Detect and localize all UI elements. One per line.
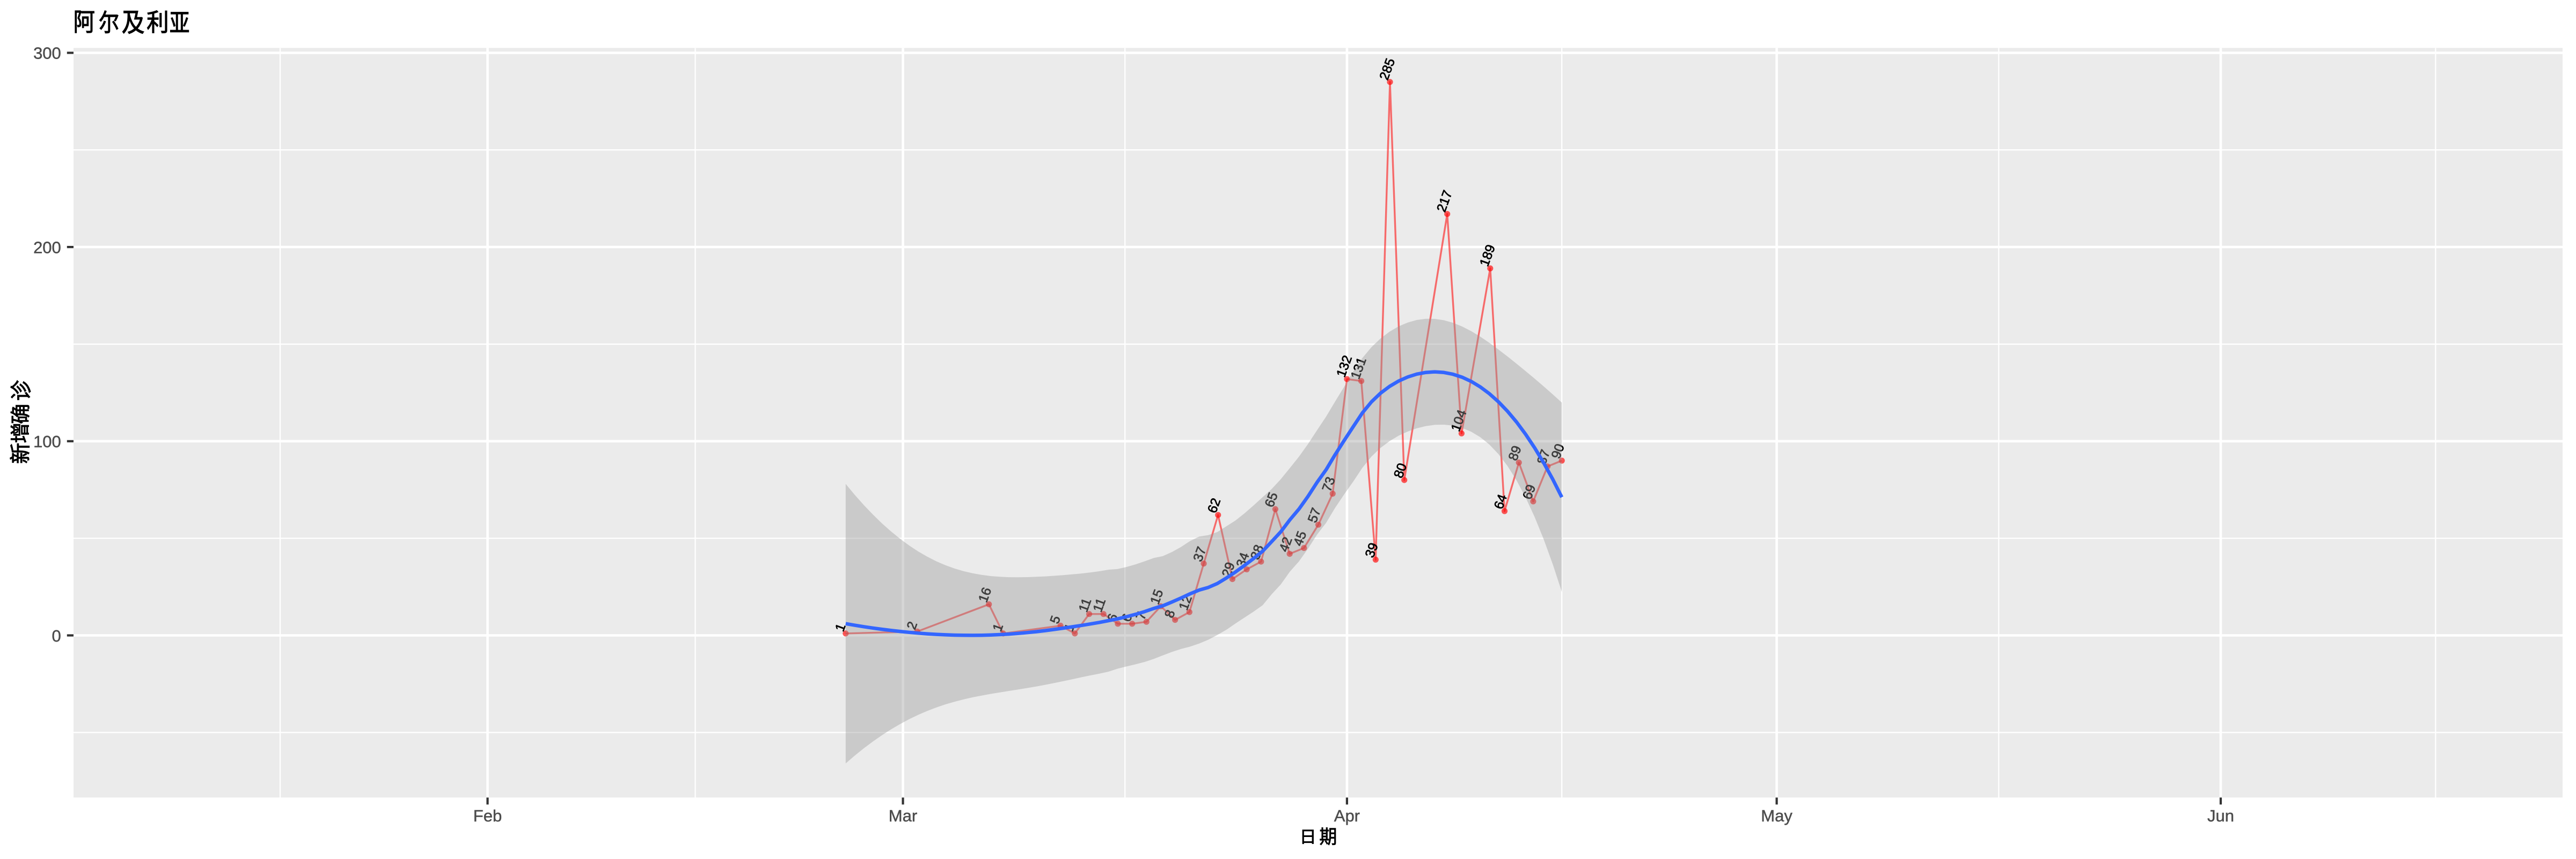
svg-text:200: 200 (33, 238, 61, 257)
svg-text:May: May (1761, 806, 1792, 825)
svg-text:100: 100 (33, 432, 61, 451)
svg-text:Jun: Jun (2207, 806, 2234, 825)
svg-text:0: 0 (52, 627, 61, 645)
svg-text:Mar: Mar (889, 806, 917, 825)
svg-text:Feb: Feb (473, 806, 502, 825)
svg-text:Apr: Apr (1334, 806, 1360, 825)
svg-text:300: 300 (33, 44, 61, 63)
